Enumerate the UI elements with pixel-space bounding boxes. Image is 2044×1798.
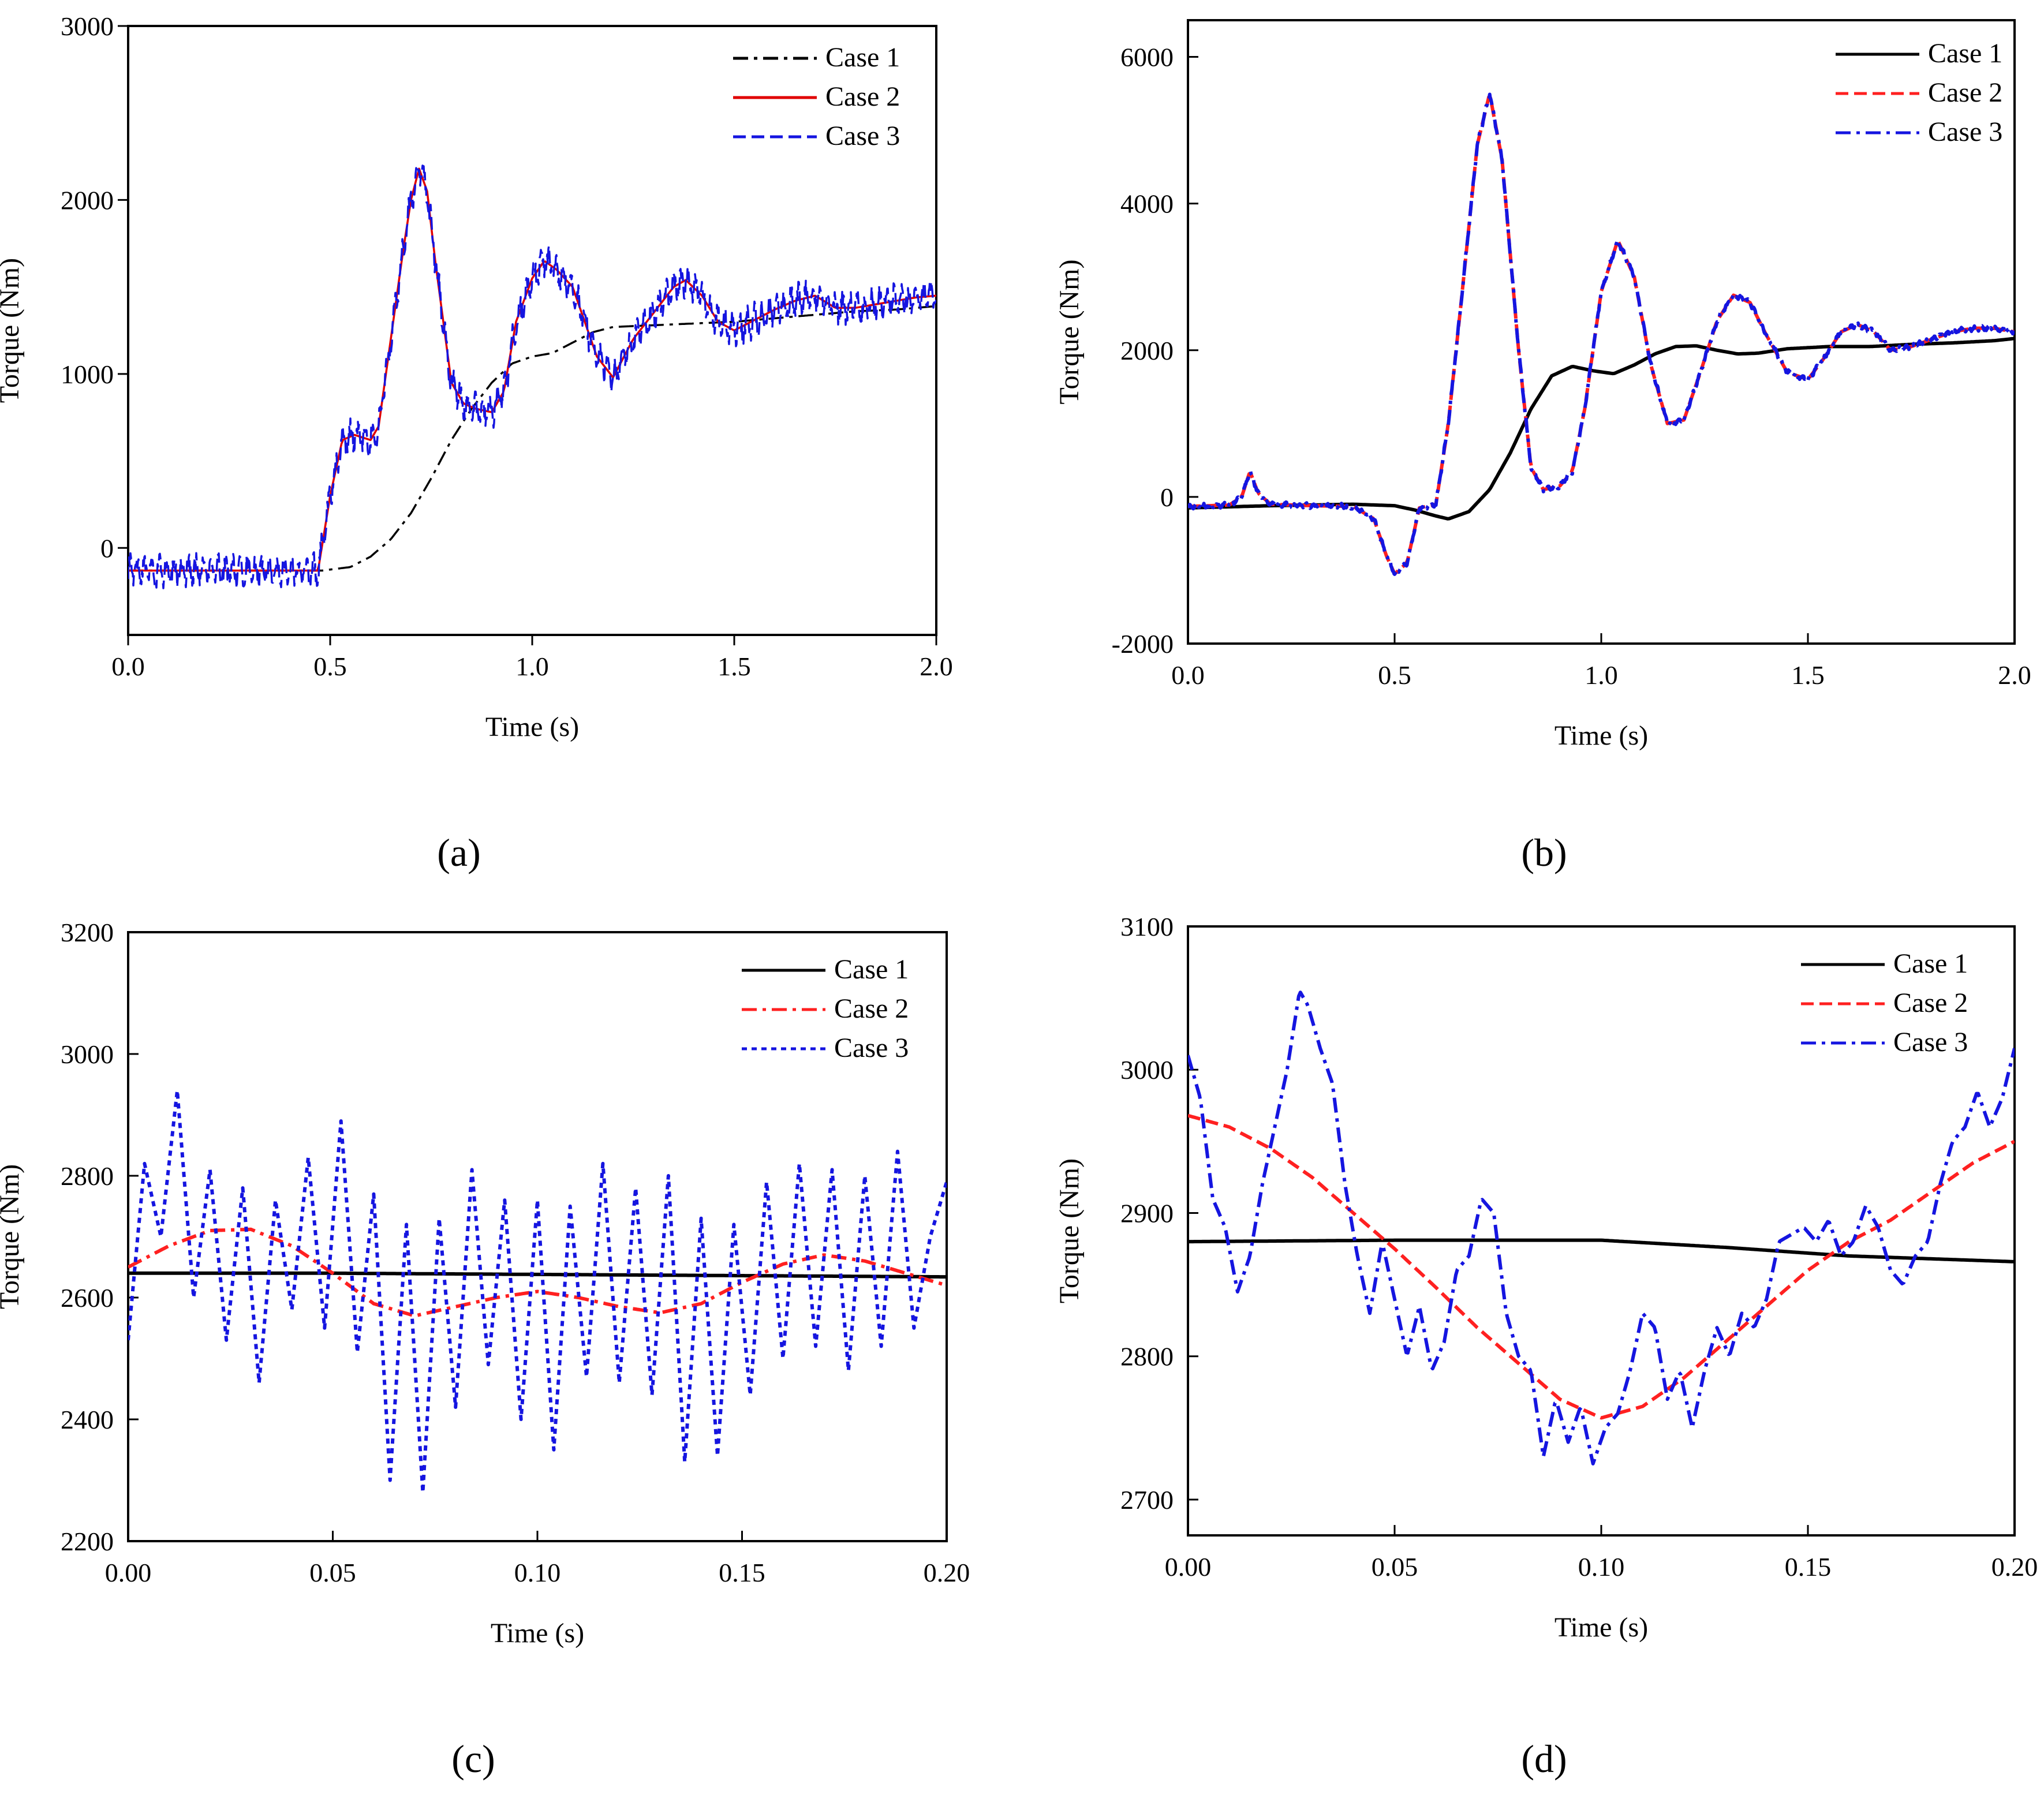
legend-label: Case 3 (1893, 1027, 1968, 1057)
x-axis-label: Time (s) (491, 1618, 584, 1649)
y-tick-label: 3000 (1120, 1055, 1174, 1085)
x-tick-label: 0.20 (1991, 1552, 2038, 1582)
legend-label: Case 3 (825, 121, 900, 151)
plot-frame (127, 931, 948, 1542)
chart-panel-d: 0.00 0.05 0.10 0.15 0.20 2700 2800 2900 3000 3100… (1054, 912, 2038, 1781)
legend-label: Case 2 (1893, 988, 1968, 1018)
x-tick-label: 1.0 (515, 652, 549, 681)
legend-label: Case 1 (834, 954, 909, 985)
y-tick-label: 2800 (61, 1161, 114, 1191)
series-line-case-3 (128, 165, 936, 590)
plot-frame (127, 25, 937, 636)
legend: Case 1 Case 2 Case 3 (1836, 38, 2002, 147)
y-tick-label: 2000 (61, 185, 114, 215)
y-tick-label: 2900 (1120, 1198, 1174, 1228)
legend-label: Case 1 (1893, 948, 1968, 979)
panel-label: (c) (451, 1737, 495, 1781)
chart-panel-c: 0.00 0.05 0.10 0.15 0.20 2200 2400 2600 2800 3000… (0, 918, 970, 1781)
y-tick-label: 2400 (61, 1405, 114, 1434)
legend: Case 1 Case 2 Case 3 (742, 954, 909, 1063)
x-tick-label: 0.5 (313, 652, 347, 681)
y-axis-label: Torque (Nm) (1054, 1158, 1085, 1303)
series-line-case-2 (128, 167, 936, 572)
y-axis-label: Torque (Nm) (0, 1164, 25, 1309)
series-group (128, 165, 936, 590)
panel-label: (a) (437, 831, 480, 874)
series-line-case-1 (1188, 337, 2015, 521)
y-tick-label: 0 (100, 533, 114, 563)
y-tick-label: 2000 (1120, 336, 1174, 365)
x-tick-label: 1.5 (718, 652, 751, 681)
y-tick-label: 3000 (61, 1040, 114, 1069)
x-tick-label: 0.05 (309, 1558, 356, 1587)
legend-label: Case 2 (1928, 77, 2002, 108)
series-line-case-3 (1188, 92, 2015, 576)
legend-label: Case 2 (825, 81, 900, 112)
series-group (128, 1089, 947, 1494)
series-line-case-3 (1188, 990, 2015, 1466)
x-tick-label: 2.0 (1998, 660, 2031, 690)
x-axis-label: Time (s) (1555, 1612, 1648, 1643)
legend-label: Case 2 (834, 993, 909, 1024)
y-tick-label: 2700 (1120, 1485, 1174, 1515)
series-line-case-1 (1188, 1238, 2015, 1264)
legend: Case 1 Case 2 Case 3 (1801, 948, 1968, 1057)
x-tick-label: 0.0 (1171, 660, 1205, 690)
x-axis-label: Time (s) (485, 712, 579, 742)
series-line-case-3 (128, 1089, 947, 1494)
y-tick-label: 3000 (61, 12, 114, 41)
panel-label: (b) (1521, 831, 1567, 874)
x-tick-label: 0.0 (111, 652, 145, 681)
y-axis-label: Torque (Nm) (1054, 259, 1085, 404)
series-line-case-1 (128, 305, 936, 572)
y-tick-label: 2200 (61, 1527, 114, 1556)
y-tick-label: 1000 (61, 360, 114, 389)
y-tick-label: 4000 (1120, 189, 1174, 219)
x-tick-label: 0.10 (1578, 1552, 1625, 1582)
y-tick-label: 3200 (61, 918, 114, 947)
x-tick-label: 0.00 (1165, 1552, 1212, 1582)
plot-frame (1187, 19, 2016, 645)
x-tick-label: 1.0 (1585, 660, 1618, 690)
legend-label: Case 1 (1928, 38, 2002, 69)
x-tick-label: 0.5 (1378, 660, 1411, 690)
y-tick-label: 6000 (1120, 43, 1174, 72)
x-tick-label: 0.20 (924, 1558, 970, 1587)
y-tick-label: -2000 (1112, 629, 1174, 659)
series-line-case-2 (128, 1227, 947, 1318)
legend-label: Case 3 (1928, 117, 2002, 147)
x-tick-label: 0.05 (1372, 1552, 1418, 1582)
legend-label: Case 3 (834, 1033, 909, 1063)
chart-panel-b: 0.0 0.5 1.0 1.5 2.0 -2000 0 2000 4000 6000 Time (s… (1054, 19, 2031, 874)
x-tick-label: 1.5 (1791, 660, 1825, 690)
y-tick-label: 3100 (1120, 912, 1174, 941)
y-tick-label: 2800 (1120, 1342, 1174, 1371)
x-tick-label: 0.15 (719, 1558, 765, 1587)
chart-panel-a: 0.0 0.5 1.0 1.5 2.0 0 1000 2000 3000 Time (s) Torq… (0, 12, 953, 874)
series-line-case-2 (1188, 95, 2015, 576)
panel-label: (d) (1521, 1737, 1567, 1781)
series-group (1188, 990, 2015, 1466)
x-axis-label: Time (s) (1555, 720, 1648, 751)
x-tick-label: 0.00 (105, 1558, 152, 1587)
legend: Case 1 Case 2 Case 3 (733, 42, 900, 151)
x-tick-label: 2.0 (920, 652, 953, 681)
series-group (1188, 92, 2015, 576)
y-axis-label: Torque (Nm) (0, 258, 25, 403)
y-tick-label: 2600 (61, 1283, 114, 1313)
x-tick-label: 0.10 (514, 1558, 561, 1587)
y-tick-label: 0 (1160, 483, 1174, 512)
x-tick-label: 0.15 (1785, 1552, 1832, 1582)
legend-label: Case 1 (825, 42, 900, 73)
